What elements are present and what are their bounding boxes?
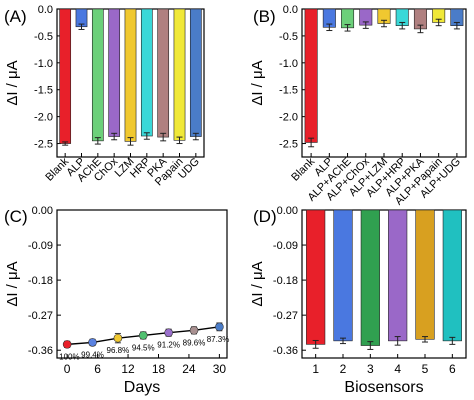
y-tick-label: -1.5	[279, 85, 298, 97]
panel-d: (D) 0.00 -0.09 -0.18 -0.27 -0.36 ΔI / μA 1 2 3 4 5 6…	[249, 205, 467, 396]
y-axis-label: ΔI / μA	[4, 261, 21, 306]
y-tick-label: -0.36	[28, 345, 53, 357]
x-tick-label: 30	[213, 362, 227, 376]
bar	[108, 8, 121, 137]
x-tick-label: 18	[152, 362, 166, 376]
y-tick-label: 0.00	[277, 205, 298, 217]
x-tick-label: 3	[367, 362, 374, 376]
panel-c: (C) 0.00 -0.09 -0.18 -0.27 -0.36 ΔI / μA 0 6 12 18…	[4, 205, 229, 396]
y-tick-label: -0.09	[273, 240, 298, 252]
x-axis-label: Biosensors	[344, 379, 423, 396]
data-point	[215, 322, 224, 332]
y-axis-label: ΔI / μA	[4, 60, 21, 105]
bar	[306, 209, 326, 345]
bar	[173, 8, 186, 141]
bar	[442, 209, 462, 342]
data-point	[189, 326, 199, 335]
bar	[157, 8, 170, 138]
point-label: 96.8%	[107, 346, 130, 355]
y-tick-label: -0.18	[273, 275, 298, 287]
y-tick-label: -0.36	[273, 345, 298, 357]
data-point	[62, 340, 72, 349]
y-tick-label: 0.0	[283, 4, 298, 16]
x-tick-label: 12	[121, 362, 135, 376]
x-tick-label: 24	[182, 362, 196, 376]
panel-label: (B)	[253, 7, 276, 26]
axes-frame	[56, 209, 228, 359]
y-tick-label: -2.5	[279, 139, 298, 151]
y-tick-label: -2.0	[34, 112, 53, 124]
panel-b: (B) 0.0-0.5-1.0-1.5-2.0-2.5ΔI / μABlankAL…	[249, 4, 467, 208]
bar	[304, 8, 318, 143]
axes-frame	[301, 8, 467, 158]
x-tick-label: 1	[312, 362, 319, 376]
point-label: 94.5%	[132, 343, 155, 352]
bar	[333, 209, 353, 342]
axes-frame	[301, 209, 467, 359]
bar	[360, 209, 380, 346]
point-label: 89.6%	[183, 338, 206, 347]
bar	[59, 8, 72, 144]
panel-label: (C)	[4, 207, 28, 226]
y-axis-label: ΔI / μA	[249, 261, 266, 306]
x-tick-label: 0	[64, 362, 71, 376]
bar	[189, 8, 202, 137]
point-label: 99.4%	[81, 350, 104, 359]
y-tick-label: 0.0	[38, 4, 53, 16]
bar	[388, 209, 408, 342]
y-tick-label: -0.09	[28, 240, 53, 252]
y-tick-label: -1.0	[34, 58, 53, 70]
point-label: 87.3%	[207, 335, 230, 344]
y-tick-label: -0.5	[279, 31, 298, 43]
y-tick-label: -1.0	[279, 58, 298, 70]
point-label: 91.2%	[157, 341, 180, 350]
y-tick-label: -2.0	[279, 112, 298, 124]
bar	[91, 8, 104, 142]
panel-label: (D)	[253, 207, 277, 226]
panel-label: (A)	[4, 7, 27, 26]
y-tick-label: -2.5	[34, 139, 53, 151]
x-axis-label: Days	[124, 379, 160, 396]
data-point	[113, 333, 123, 343]
panel-a: (A) 0.0-0.5-1.0-1.5-2.0-2.5ΔI / μABlankAL…	[4, 4, 205, 188]
bar	[140, 8, 153, 137]
y-tick-label: -0.27	[28, 310, 53, 322]
y-tick-label: -0.18	[28, 275, 53, 287]
y-tick-label: 0.00	[32, 205, 53, 217]
bar	[415, 209, 435, 340]
x-tick-label: 2	[340, 362, 347, 376]
y-tick-label: -0.27	[273, 310, 298, 322]
data-point	[88, 338, 97, 347]
data-point	[164, 328, 173, 337]
x-tick-label: 4	[394, 362, 401, 376]
y-tick-label: -1.5	[34, 85, 53, 97]
bar	[124, 8, 137, 142]
y-axis-label: ΔI / μA	[249, 60, 266, 105]
y-tick-label: -0.5	[34, 31, 53, 43]
data-point	[138, 331, 148, 340]
x-tick-label: 5	[422, 362, 429, 376]
x-tick-label: 6	[449, 362, 456, 376]
x-tick-label: 6	[94, 362, 101, 376]
point-label: 100%	[59, 352, 79, 361]
